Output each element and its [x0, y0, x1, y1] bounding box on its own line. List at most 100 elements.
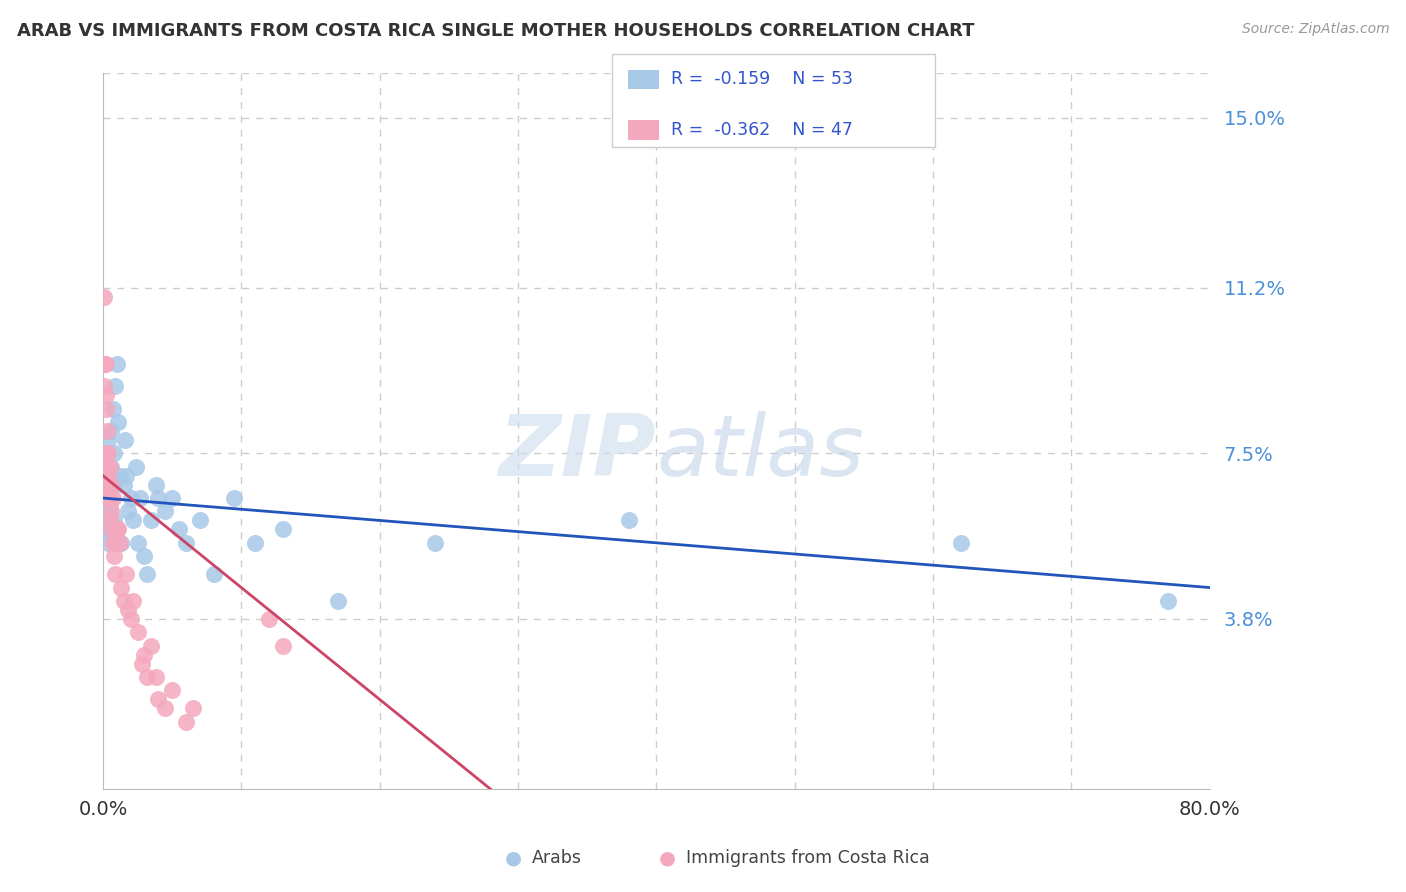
Point	[117, 504, 139, 518]
Point	[93, 290, 115, 304]
Text: Source: ZipAtlas.com: Source: ZipAtlas.com	[1241, 22, 1389, 37]
Point	[103, 513, 125, 527]
Point	[110, 536, 132, 550]
Point	[101, 477, 124, 491]
Point	[243, 536, 266, 550]
Point	[112, 477, 135, 491]
Text: ●: ●	[505, 848, 522, 868]
Text: R =  -0.362    N = 47: R = -0.362 N = 47	[671, 121, 852, 139]
Text: R =  -0.159    N = 53: R = -0.159 N = 53	[671, 70, 852, 88]
Point	[181, 701, 204, 715]
Point	[188, 513, 211, 527]
Point	[94, 401, 117, 416]
Point	[141, 639, 163, 653]
Point	[94, 513, 117, 527]
Point	[100, 522, 122, 536]
Point	[174, 714, 197, 729]
Point	[94, 357, 117, 371]
Point	[96, 491, 118, 505]
Point	[108, 468, 131, 483]
Text: ZIP: ZIP	[499, 411, 657, 494]
Point	[131, 657, 153, 671]
Point	[96, 446, 118, 460]
Point	[96, 459, 118, 474]
Point	[98, 459, 121, 474]
Text: ●: ●	[659, 848, 676, 868]
Point	[1157, 594, 1180, 608]
Point	[129, 491, 152, 505]
Point	[98, 491, 121, 505]
Point	[112, 594, 135, 608]
Point	[257, 612, 280, 626]
Point	[127, 536, 149, 550]
Point	[145, 477, 167, 491]
Point	[117, 603, 139, 617]
Point	[101, 536, 124, 550]
Point	[617, 513, 640, 527]
Point	[93, 357, 115, 371]
Point	[271, 522, 294, 536]
Point	[155, 701, 177, 715]
Point	[96, 424, 118, 438]
Point	[271, 639, 294, 653]
Point	[97, 491, 120, 505]
Point	[96, 477, 118, 491]
Point	[423, 536, 446, 550]
Point	[110, 581, 132, 595]
Text: Immigrants from Costa Rica: Immigrants from Costa Rica	[686, 849, 929, 867]
Point	[326, 594, 349, 608]
Point	[148, 491, 170, 505]
Point	[120, 612, 142, 626]
Point	[97, 477, 120, 491]
Point	[105, 522, 128, 536]
Point	[94, 388, 117, 402]
Point	[136, 670, 159, 684]
Point	[105, 522, 128, 536]
Point	[174, 536, 197, 550]
Point	[125, 459, 148, 474]
Point	[98, 513, 121, 527]
Point	[97, 468, 120, 483]
Point	[98, 526, 121, 541]
Point	[98, 500, 121, 514]
Point	[96, 504, 118, 518]
Point	[98, 468, 121, 483]
Point	[97, 446, 120, 460]
Point	[94, 459, 117, 474]
Point	[100, 491, 122, 505]
Point	[93, 379, 115, 393]
Point	[167, 522, 190, 536]
Point	[100, 504, 122, 518]
Point	[100, 424, 122, 438]
Point	[107, 522, 129, 536]
Point	[93, 477, 115, 491]
Point	[101, 401, 124, 416]
Text: ARAB VS IMMIGRANTS FROM COSTA RICA SINGLE MOTHER HOUSEHOLDS CORRELATION CHART: ARAB VS IMMIGRANTS FROM COSTA RICA SINGL…	[17, 22, 974, 40]
Point	[115, 468, 138, 483]
Point	[94, 446, 117, 460]
Point	[97, 433, 120, 447]
Point	[115, 567, 138, 582]
Point	[122, 594, 145, 608]
Point	[100, 459, 122, 474]
Point	[104, 379, 127, 393]
Point	[160, 683, 183, 698]
Point	[155, 504, 177, 518]
Point	[145, 670, 167, 684]
Point	[96, 522, 118, 536]
Point	[97, 536, 120, 550]
Point	[136, 567, 159, 582]
Point	[114, 433, 136, 447]
Point	[224, 491, 246, 505]
Point	[105, 357, 128, 371]
Point	[107, 415, 129, 429]
Point	[202, 567, 225, 582]
Point	[148, 692, 170, 706]
Point	[160, 491, 183, 505]
Text: Arabs: Arabs	[531, 849, 582, 867]
Point	[101, 491, 124, 505]
Point	[108, 536, 131, 550]
Point	[103, 536, 125, 550]
Point	[134, 648, 156, 662]
Point	[104, 567, 127, 582]
